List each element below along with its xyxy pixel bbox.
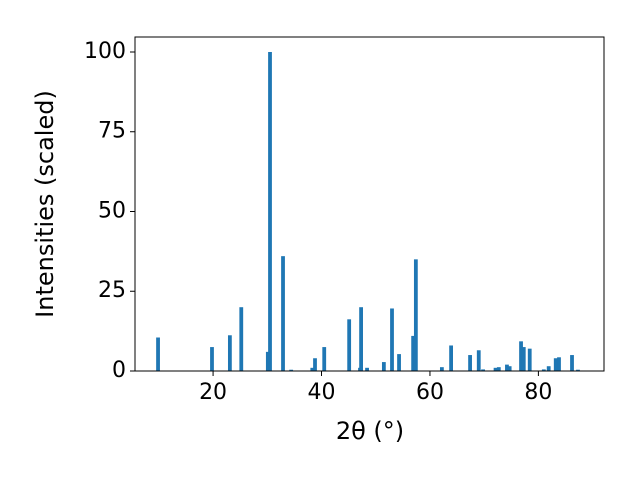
bar <box>239 307 244 371</box>
bar <box>322 347 327 371</box>
bar <box>570 355 574 371</box>
y-tick-label: 50 <box>98 198 126 223</box>
bar <box>519 341 523 371</box>
y-tick-label: 75 <box>98 119 126 144</box>
x-tick-label: 20 <box>199 380 227 405</box>
bar <box>359 307 363 371</box>
y-tick-label: 25 <box>98 278 126 303</box>
bar <box>310 367 315 371</box>
x-tick-label: 40 <box>308 380 336 405</box>
bar <box>289 369 294 371</box>
bar <box>496 367 501 371</box>
bar <box>468 355 472 371</box>
plot-frame <box>134 36 605 372</box>
bar <box>265 351 270 371</box>
bar <box>507 366 512 371</box>
bar <box>281 256 285 371</box>
bar <box>546 366 551 371</box>
bar <box>365 367 369 371</box>
y-tick-label: 100 <box>84 39 126 64</box>
bar <box>493 367 498 371</box>
bar <box>557 357 561 371</box>
x-tick-label: 80 <box>524 380 552 405</box>
x-tick-label: 60 <box>416 380 444 405</box>
bar <box>481 369 485 371</box>
bar <box>156 337 160 371</box>
bar <box>541 369 546 371</box>
bar <box>576 369 580 371</box>
bar <box>476 350 481 371</box>
y-axis-label: Intensities (scaled) <box>31 90 59 318</box>
bar <box>505 364 509 371</box>
bar <box>210 347 214 371</box>
bar <box>313 358 317 371</box>
bar <box>527 348 532 371</box>
bar <box>439 367 444 371</box>
bar <box>227 335 232 371</box>
x-axis-label: 2θ (°) <box>336 417 404 445</box>
bar <box>347 319 352 371</box>
bar <box>411 335 416 371</box>
bar <box>397 354 401 371</box>
y-tick-label: 0 <box>112 358 126 383</box>
bar <box>521 347 526 371</box>
bar <box>268 51 272 371</box>
bar <box>449 345 453 371</box>
bar <box>390 308 394 371</box>
bar <box>381 362 386 371</box>
bar <box>413 259 418 371</box>
bar <box>553 358 558 371</box>
